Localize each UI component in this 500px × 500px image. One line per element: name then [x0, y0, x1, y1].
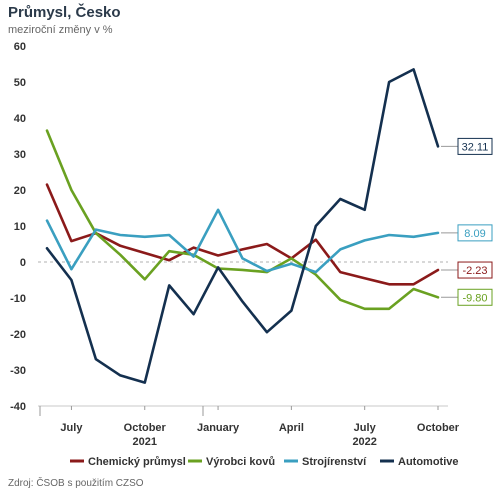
x-tick-label: April — [279, 422, 304, 434]
y-tick-label: -30 — [10, 365, 26, 377]
x-tick-label: October — [417, 422, 460, 434]
y-tick-label: 20 — [14, 185, 26, 197]
x-tick-label: October — [124, 422, 167, 434]
x-tick-label: July — [60, 422, 83, 434]
y-tick-label: -20 — [10, 329, 26, 341]
y-tick-label: 0 — [20, 257, 26, 269]
end-label-box — [457, 261, 493, 279]
series-line — [45, 183, 440, 286]
legend-label: Strojírenství — [302, 456, 367, 468]
y-tick-label: 10 — [14, 221, 26, 233]
end-label-box — [457, 137, 493, 155]
end-label-box — [457, 224, 493, 242]
series-line — [45, 68, 440, 384]
end-label: 8.09 — [464, 228, 485, 240]
legend-label: Výrobci kovů — [206, 456, 275, 468]
series-line — [45, 208, 440, 274]
y-tick-label: 40 — [14, 113, 26, 125]
legend-label: Chemický průmysl — [88, 456, 186, 468]
y-tick-label: -40 — [10, 401, 26, 413]
end-label-box — [457, 288, 493, 306]
series-line — [45, 129, 440, 311]
chart-title: Průmysl, Česko — [8, 4, 121, 21]
x-tick-label: July — [354, 422, 377, 434]
y-tick-label: 60 — [14, 41, 26, 53]
end-label: 32.11 — [462, 141, 489, 153]
chart-subtitle: meziroční změny v % — [8, 24, 113, 36]
source-note: Zdroj: ČSOB s použitím CZSO — [8, 478, 144, 489]
year-label: 2021 — [133, 436, 157, 448]
end-label: -9.80 — [462, 292, 487, 304]
x-tick-label: January — [197, 422, 240, 434]
end-label: -2.23 — [462, 265, 487, 277]
year-label: 2022 — [352, 436, 376, 448]
y-tick-label: 30 — [14, 149, 26, 161]
y-tick-label: 50 — [14, 77, 26, 89]
y-tick-label: -10 — [10, 293, 26, 305]
legend-label: Automotive — [398, 456, 459, 468]
